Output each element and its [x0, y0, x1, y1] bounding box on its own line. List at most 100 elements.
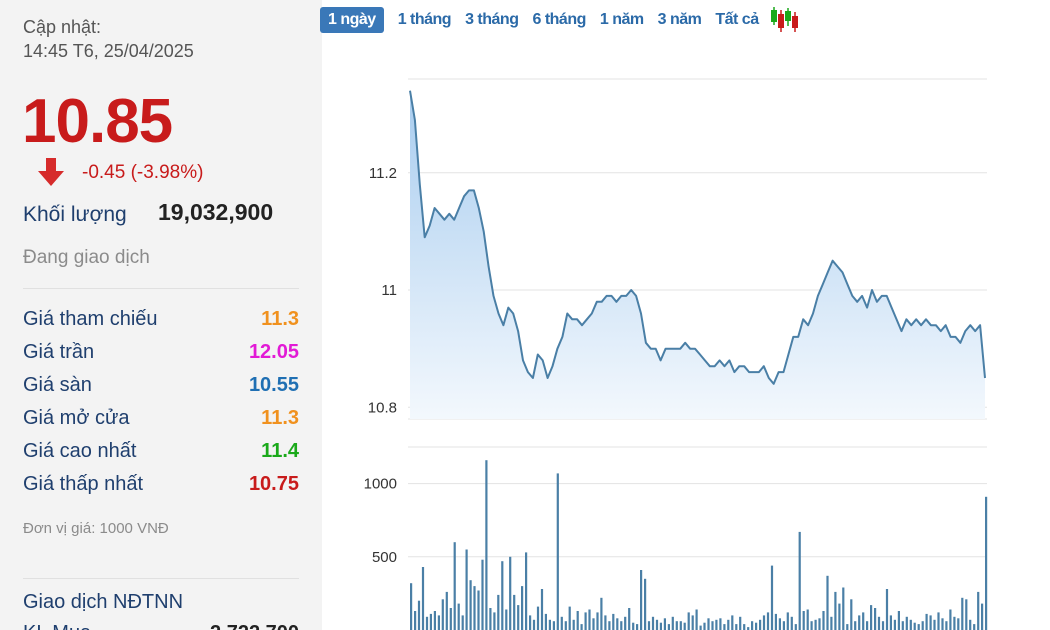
- volume-bar: [858, 615, 861, 630]
- stat-value: 11.3: [261, 308, 299, 330]
- price-unit-note: Đơn vị giá: 1000 VNĐ: [23, 520, 169, 537]
- price-y-tick-label: 10.8: [368, 399, 397, 416]
- volume-bar: [489, 608, 492, 630]
- volume-bar: [465, 549, 468, 630]
- divider: [23, 288, 299, 289]
- stat-label: Giá sàn: [23, 374, 92, 396]
- current-price: 10.85: [22, 87, 173, 156]
- volume-bar: [921, 621, 924, 630]
- volume-bar: [715, 619, 718, 630]
- volume-bar: [759, 619, 762, 630]
- volume-bar: [905, 616, 908, 630]
- volume-bar: [532, 619, 536, 630]
- volume-bar: [707, 618, 710, 630]
- volume-bar: [517, 605, 520, 630]
- volume-bar: [881, 621, 885, 630]
- volume-bar: [985, 496, 988, 630]
- volume-bar: [909, 619, 912, 630]
- volume-bar: [977, 591, 980, 630]
- volume-bar: [433, 611, 436, 630]
- volume-bar: [659, 622, 662, 630]
- volume-bar: [766, 612, 770, 630]
- stat-label: Giá thấp nhất: [23, 473, 144, 495]
- stat-value: 10.55: [248, 374, 299, 396]
- volume-bar: [509, 556, 512, 630]
- volume-bar: [794, 624, 797, 630]
- volume-bar: [834, 591, 837, 630]
- volume-bar: [461, 615, 464, 630]
- volume-bar: [711, 621, 714, 630]
- stat-label: Giá cao nhất: [23, 440, 137, 462]
- volume-bar: [806, 609, 809, 630]
- volume-bar: [663, 618, 666, 630]
- volume-bar: [544, 613, 547, 630]
- volume-bar: [608, 621, 611, 630]
- volume-y-tick-label: 1000: [364, 476, 397, 493]
- tab-6-months[interactable]: 6 tháng: [532, 11, 586, 28]
- trading-status: Đang giao dịch: [23, 247, 150, 268]
- volume-bar: [957, 618, 960, 630]
- volume-bar: [885, 589, 889, 630]
- volume-bar: [453, 542, 456, 630]
- volume-bar: [945, 621, 948, 630]
- stat-open-price: Giá mở cửa 11.3: [23, 407, 299, 437]
- volume-bar: [640, 570, 643, 630]
- volume-bar: [560, 616, 563, 630]
- updated-time: 14:45 T6, 25/04/2025: [23, 41, 194, 61]
- volume-bar: [854, 621, 857, 630]
- volume-bar: [762, 615, 766, 630]
- volume-bar: [755, 622, 758, 630]
- tab-3-months[interactable]: 3 tháng: [465, 11, 519, 28]
- volume-bar: [580, 624, 583, 630]
- volume-bar: [953, 616, 956, 630]
- stat-label: Giá tham chiếu: [23, 308, 158, 330]
- stat-value: 11.3: [261, 407, 299, 429]
- volume-bar: [687, 612, 690, 630]
- volume-bar: [790, 616, 793, 630]
- volume-bar: [584, 612, 587, 630]
- volume-bar: [501, 561, 504, 630]
- volume-bar: [965, 599, 968, 630]
- volume-bar: [636, 624, 639, 630]
- volume-bar: [877, 616, 881, 630]
- stat-label: Giá mở cửa: [23, 407, 130, 429]
- tab-all[interactable]: Tất cả: [715, 11, 759, 28]
- volume-bar: [429, 613, 432, 630]
- candlestick-icon[interactable]: [768, 6, 802, 34]
- volume-value: 19,032,900: [158, 199, 274, 225]
- volume-bar: [552, 621, 555, 630]
- volume-bar: [691, 615, 694, 630]
- volume-bar: [647, 621, 651, 630]
- volume-bar: [612, 613, 615, 630]
- volume-bar: [449, 608, 452, 630]
- volume-bar: [830, 616, 833, 630]
- volume-bar: [874, 608, 877, 630]
- tab-1-month[interactable]: 1 tháng: [397, 11, 452, 28]
- volume-bar: [842, 587, 845, 630]
- quote-panel: Cập nhật: 14:45 T6, 25/04/2025 10.85 -0.…: [0, 0, 322, 630]
- volume-bar: [529, 615, 532, 630]
- volume-bar: [850, 599, 853, 630]
- volume-bar: [770, 565, 774, 630]
- tab-1-day[interactable]: 1 ngày: [320, 7, 384, 33]
- volume-bar: [929, 615, 932, 630]
- stat-reference-price: Giá tham chiếu 11.3: [23, 308, 299, 338]
- volume-bar: [473, 586, 476, 630]
- price-y-tick-label: 11: [381, 282, 397, 299]
- volume-y-tick-label: 500: [372, 549, 397, 566]
- volume-bar: [651, 616, 655, 630]
- volume-bar: [481, 559, 484, 630]
- volume-bar: [675, 621, 678, 630]
- volume-bar: [683, 622, 686, 630]
- volume-bar: [889, 615, 892, 630]
- volume-bar: [703, 622, 706, 630]
- volume-bar: [671, 616, 674, 630]
- volume-bar: [751, 621, 754, 630]
- tab-1-year[interactable]: 1 năm: [599, 11, 644, 28]
- volume-bar: [588, 609, 591, 630]
- volume-bar: [417, 600, 421, 630]
- volume-bar: [568, 606, 571, 630]
- tab-3-years[interactable]: 3 năm: [657, 11, 702, 28]
- volume-bar: [679, 621, 682, 630]
- volume-bar: [493, 612, 496, 630]
